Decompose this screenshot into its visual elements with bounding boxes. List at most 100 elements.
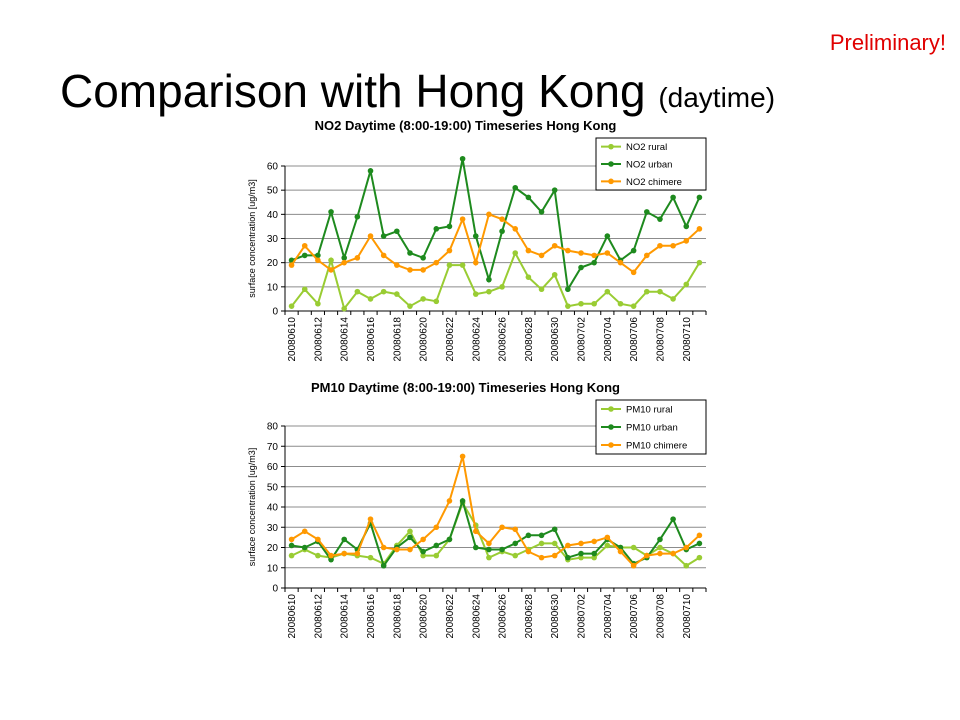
data-point — [472, 259, 479, 266]
data-point — [328, 556, 334, 563]
data-point — [367, 516, 374, 522]
data-point — [328, 267, 334, 273]
data-point — [459, 498, 466, 504]
data-point — [407, 267, 413, 273]
data-point — [670, 242, 676, 249]
x-tick-label: 20080702 — [577, 317, 588, 362]
data-point — [551, 552, 558, 559]
data-point — [407, 528, 413, 535]
x-tick-label: 20080624 — [471, 317, 482, 362]
data-point — [630, 544, 637, 551]
legend: PM10 rural PM10 urban PM10 chimere — [595, 399, 707, 455]
series-pm10-chimere — [288, 453, 703, 569]
x-tick-label: 20080704 — [603, 317, 614, 362]
data-point — [578, 300, 584, 307]
data-point — [433, 259, 440, 266]
data-point — [459, 262, 466, 268]
data-point — [354, 288, 361, 295]
data-point — [565, 554, 571, 561]
data-point — [630, 562, 637, 569]
data-point — [380, 562, 387, 569]
x-tick-label: 20080620 — [419, 594, 430, 639]
data-point — [565, 542, 571, 549]
x-tick-label: 20080710 — [682, 594, 693, 639]
data-point — [525, 247, 532, 254]
x-tick-label: 20080706 — [629, 594, 640, 639]
data-point — [657, 536, 663, 543]
data-point — [341, 536, 348, 543]
data-point — [643, 552, 650, 559]
x-tick-label: 20080612 — [313, 317, 324, 362]
preliminary-badge: Preliminary! — [829, 30, 946, 55]
y-tick-label: 50 — [267, 482, 279, 493]
data-point — [499, 284, 505, 290]
data-point — [380, 544, 387, 551]
legend-label: PM10 rural — [626, 405, 672, 416]
data-point — [696, 540, 703, 547]
x-tick-label: 20080630 — [550, 317, 561, 362]
legend-label: PM10 chimere — [626, 441, 687, 452]
data-point — [657, 544, 663, 551]
data-point — [591, 550, 597, 557]
data-point — [446, 262, 453, 268]
data-point — [538, 252, 545, 259]
data-point — [288, 536, 295, 543]
slide-title: Comparison with Hong Kong (daytime) — [60, 64, 775, 118]
y-tick-label: 40 — [267, 210, 279, 221]
legend-label: NO2 urban — [626, 160, 672, 171]
data-point — [367, 554, 374, 561]
data-point — [630, 269, 637, 276]
y-tick-label: 60 — [267, 162, 279, 173]
data-point — [565, 247, 571, 254]
series-pm10-urban — [288, 497, 703, 569]
data-point — [288, 552, 295, 559]
x-tick-label: 20080616 — [366, 594, 377, 639]
data-point — [288, 262, 295, 268]
data-point — [301, 286, 308, 293]
x-tick-label: 20080622 — [445, 594, 456, 639]
data-point — [407, 303, 413, 309]
data-point — [643, 252, 650, 259]
data-point — [446, 498, 453, 504]
data-point — [578, 264, 584, 271]
legend-marker — [608, 161, 614, 167]
data-point — [420, 296, 426, 302]
data-point — [643, 288, 650, 295]
data-point — [696, 226, 703, 232]
y-tick-label: 20 — [267, 258, 279, 269]
data-point — [617, 548, 624, 555]
data-point — [328, 209, 334, 215]
x-tick-label: 20080622 — [445, 317, 456, 362]
data-point — [486, 288, 492, 295]
series-no2-chimere — [288, 211, 703, 276]
data-point — [512, 226, 519, 232]
data-point — [446, 247, 453, 254]
data-point — [499, 216, 505, 222]
data-point — [380, 252, 387, 259]
x-tick-label: 20080706 — [629, 317, 640, 362]
data-point — [604, 233, 611, 239]
data-point — [657, 288, 663, 295]
legend-marker — [608, 178, 614, 185]
data-point — [670, 550, 676, 557]
data-point — [367, 168, 374, 174]
pm10-timeseries-chart: PM10 Daytime (8:00-19:00) Timeseries Hon… — [247, 380, 707, 639]
data-point — [301, 242, 308, 249]
y-tick-label: 0 — [272, 307, 278, 318]
data-point — [341, 259, 348, 266]
data-point — [696, 259, 703, 266]
data-point — [551, 526, 558, 533]
data-point — [512, 184, 519, 191]
data-point — [486, 546, 492, 553]
y-axis-label: surface concentration [ug/m3] — [247, 448, 257, 567]
data-point — [407, 546, 413, 553]
y-tick-label: 40 — [267, 503, 279, 514]
data-point — [499, 228, 505, 235]
data-point — [538, 286, 545, 293]
y-tick-label: 60 — [267, 462, 279, 473]
data-point — [420, 536, 426, 543]
data-point — [538, 554, 545, 561]
series-line — [290, 250, 701, 311]
series-line — [290, 212, 701, 274]
data-point — [433, 552, 440, 559]
